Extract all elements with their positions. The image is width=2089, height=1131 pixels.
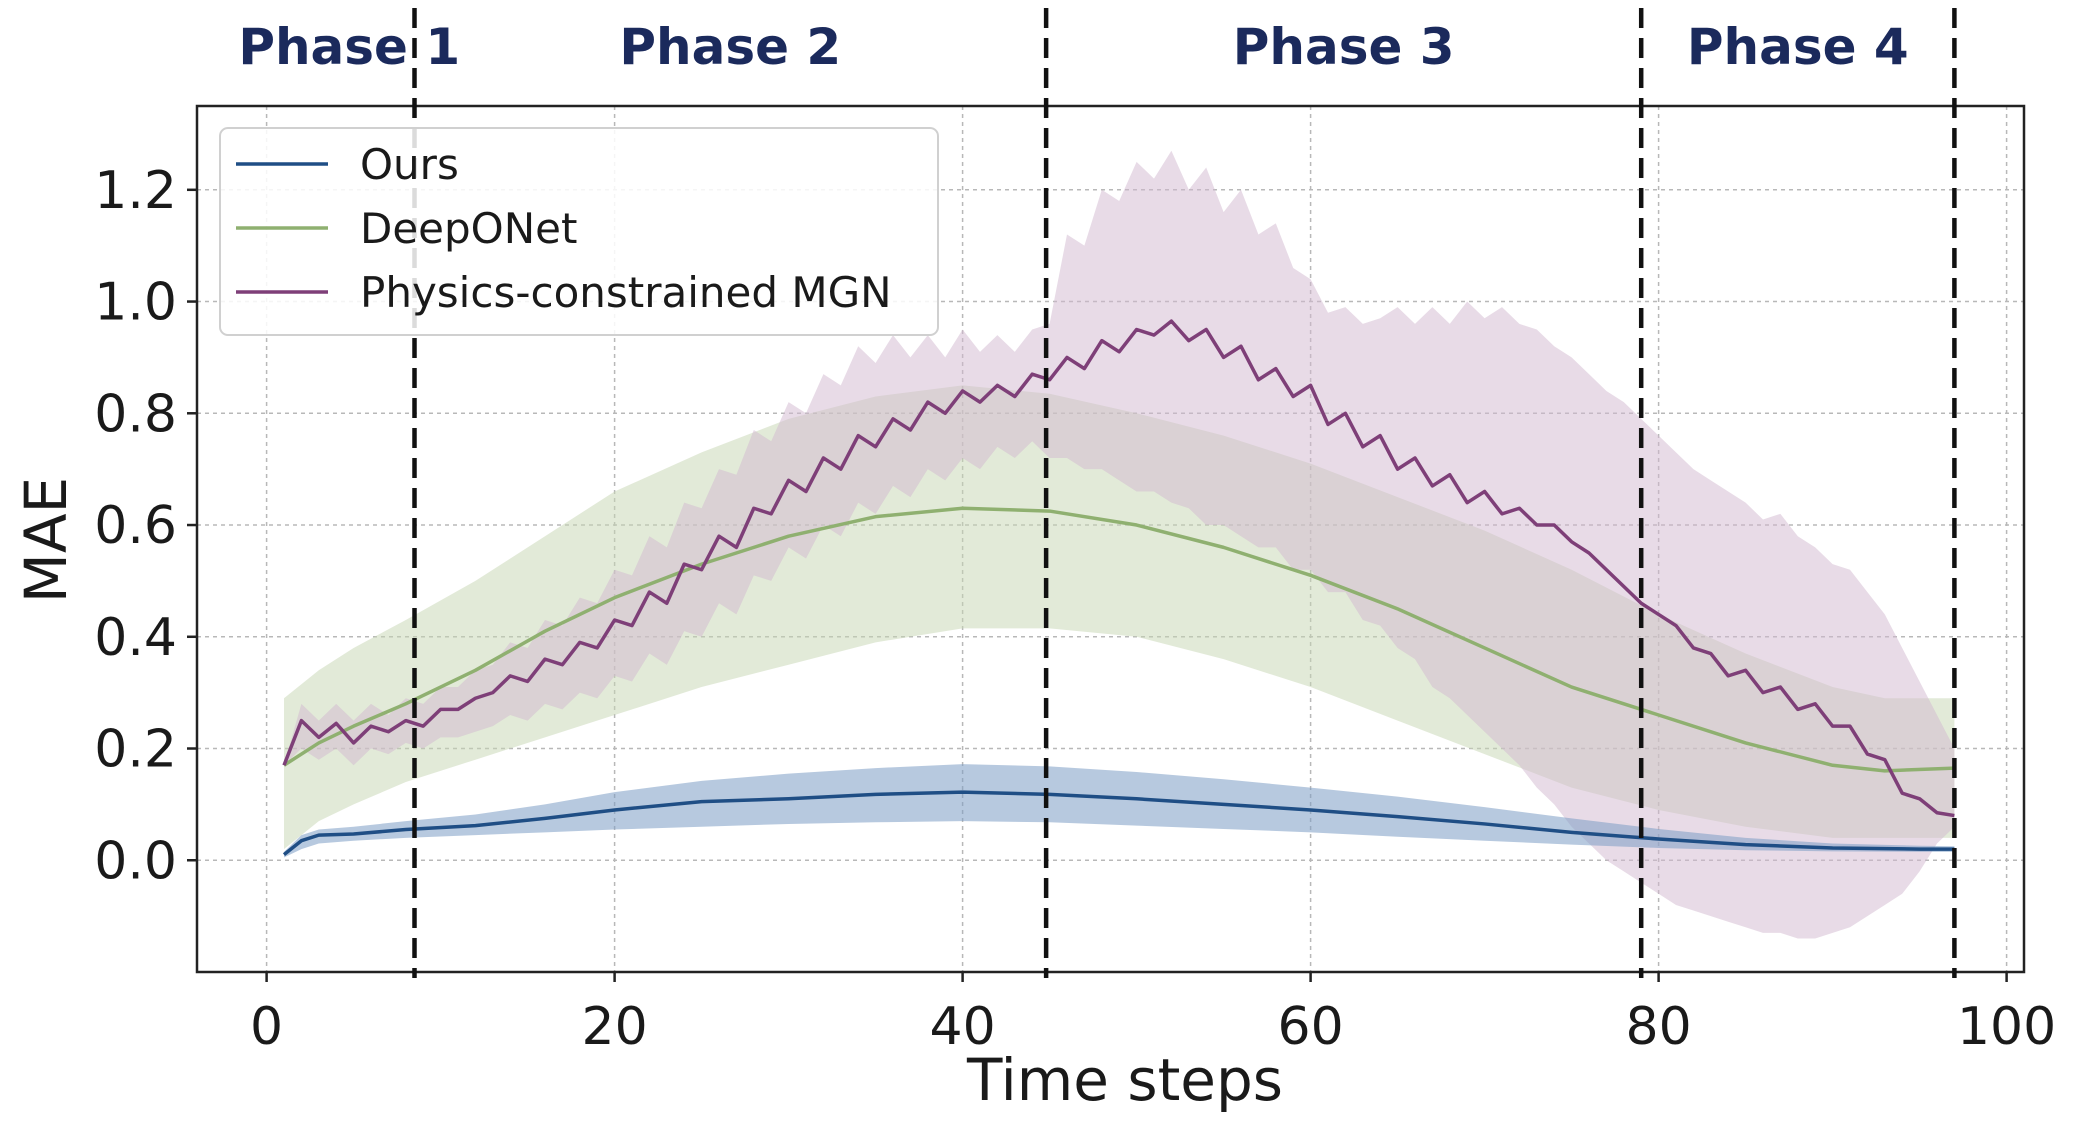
- y-tick-label: 0.2: [94, 720, 177, 780]
- x-tick-label: 80: [1626, 997, 1692, 1057]
- plot-frame: [195, 104, 2026, 974]
- y-axis: 0.0 0.2 0.4 0.6 0.8 1.0 1.2: [94, 161, 197, 891]
- y-tick-label: 0.8: [94, 384, 177, 444]
- x-axis-label: Time steps: [966, 1046, 1283, 1114]
- phase-label: Phase 1: [238, 18, 460, 76]
- x-tick-label: 20: [582, 997, 648, 1057]
- x-tick-label: 0: [250, 997, 283, 1057]
- band-2: [284, 150, 1955, 939]
- line-0: [282, 790, 1955, 857]
- legend-label: Physics-constrained MGN: [360, 268, 892, 317]
- legend: Ours DeepONet Physics-constrained MGN: [219, 127, 939, 336]
- phase-label: Phase 2: [619, 18, 841, 76]
- phase-label: Phase 3: [1233, 18, 1455, 76]
- y-tick-label: 0.4: [94, 608, 177, 668]
- band-0: [284, 764, 1955, 858]
- line-1: [283, 506, 1955, 773]
- line-2: [282, 319, 1955, 818]
- phase-label: Phase 4: [1687, 18, 1909, 76]
- legend-label: Ours: [360, 140, 459, 189]
- legend-label: DeepONet: [360, 204, 577, 253]
- x-axis: 0 20 40 60 80 100: [250, 972, 2056, 1057]
- y-tick-label: 0.6: [94, 496, 177, 556]
- series-lines: [282, 319, 1955, 857]
- y-axis-label: MAE: [12, 477, 80, 603]
- phase-labels: Phase 1 Phase 2 Phase 3 Phase 4: [238, 18, 1908, 76]
- y-tick-label: 1.0: [94, 273, 177, 333]
- y-tick-label: 1.2: [94, 161, 177, 221]
- x-tick-label: 100: [1957, 997, 2056, 1057]
- x-tick-label: 60: [1278, 997, 1344, 1057]
- y-tick-label: 0.0: [94, 831, 177, 891]
- legend-box: [219, 127, 939, 336]
- x-tick-label: 40: [930, 997, 996, 1057]
- confidence-bands: [284, 150, 1955, 939]
